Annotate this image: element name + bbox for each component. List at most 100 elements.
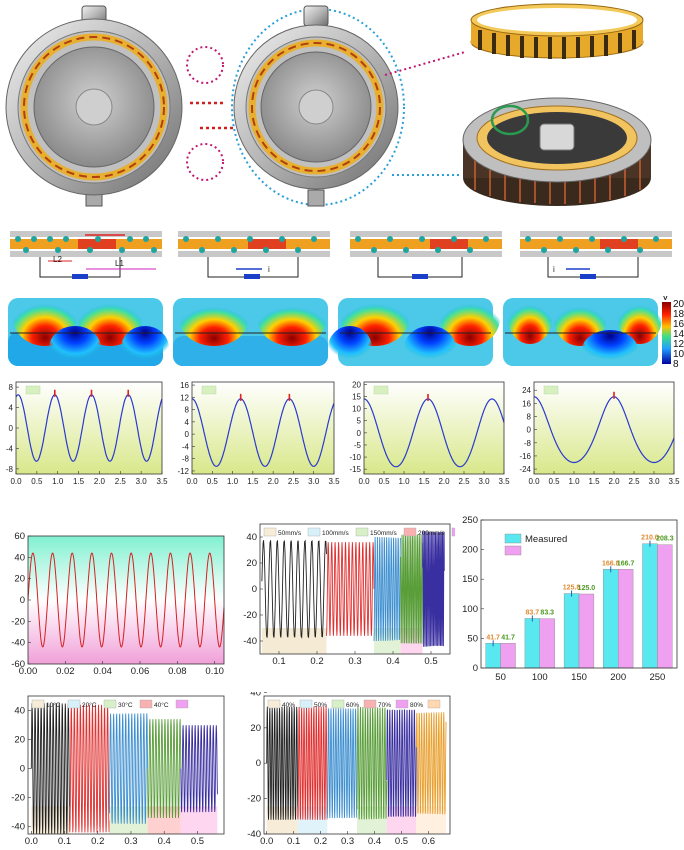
legend-label: 60% <box>346 702 359 709</box>
series-line <box>363 398 505 468</box>
legend-label: 200mm/s <box>418 530 445 537</box>
legend-label: 80% <box>410 702 423 709</box>
label-current-i: i <box>268 265 270 274</box>
y-tick-label: 16 <box>522 399 531 408</box>
legend-swatch <box>201 385 217 395</box>
y-tick-label: 20 <box>14 574 25 585</box>
y-tick-label: -20 <box>11 793 25 804</box>
x-tick-label: 0.5 <box>378 477 390 486</box>
plot-background <box>534 382 674 474</box>
bar <box>642 543 658 669</box>
x-tick-label: 0.6 <box>422 836 435 847</box>
x-tick-label: 1.5 <box>73 477 85 486</box>
y-tick-label: 0 <box>20 764 25 775</box>
bar-value-label: 41.7 <box>486 634 500 641</box>
y-tick-label: -4 <box>182 442 190 451</box>
y-tick-label: 40 <box>14 552 25 563</box>
device-top-view-right <box>231 5 405 207</box>
legend-swatch <box>504 545 522 556</box>
legend-swatch <box>139 699 153 709</box>
x-tick-label: 0.2 <box>91 836 104 847</box>
y-tick-label: 8 <box>527 413 532 422</box>
legend-swatch <box>307 527 321 537</box>
x-tick-label: 1.0 <box>52 477 64 486</box>
x-tick-label: 0.5 <box>31 477 43 486</box>
field-region-circle <box>186 143 224 181</box>
y-tick-label: 0 <box>20 595 25 606</box>
x-tick-label: 0.10 <box>205 666 224 677</box>
y-tick-label: 8 <box>9 383 14 392</box>
potential-field-row: V 20 18 16 14 12 10 8 <box>8 296 684 368</box>
x-tick-label: 0.2 <box>314 836 327 847</box>
y-tick-label: 20 <box>14 735 25 746</box>
bar <box>578 593 595 669</box>
label-L2: L2 <box>53 255 62 264</box>
x-tick-label: 0.5 <box>424 656 437 667</box>
bar-value-label: 83.3 <box>540 610 554 617</box>
field-region-circle <box>186 46 224 84</box>
x-tick-label: 0.1 <box>287 836 300 847</box>
y-tick-label: 0 <box>357 429 362 438</box>
label-current-i: i <box>553 265 555 274</box>
y-tick-label: 4 <box>185 418 190 427</box>
x-tick-label: 3.0 <box>648 477 660 486</box>
y-tick-label: 15 <box>352 393 361 402</box>
y-tick-label: -20 <box>243 610 257 621</box>
legend-label: 40°C <box>154 701 169 709</box>
chart-measured-4: 10°C 20°C 30°C 40°C 40 20 0 -20 -400.0 0.1 0.2 0.3 0… <box>11 695 225 847</box>
x-tick-label: 0.04 <box>93 666 112 677</box>
chart-measured-2: 50mm/s 100mm/s 150mm/s 200mm/s 40 20 0 -20 -40 0.… <box>243 523 455 667</box>
series-line <box>192 398 335 467</box>
y-tick-label: -20 <box>247 794 261 805</box>
legend-label: 30°C <box>118 701 133 709</box>
x-tick-label: 0.3 <box>348 656 361 667</box>
x-tick-label: 2.0 <box>438 477 450 486</box>
legend-swatch <box>451 527 455 537</box>
x-tick-label: 2.0 <box>94 477 106 486</box>
series-line <box>356 706 388 820</box>
bar-value-label: 125.0 <box>578 585 596 592</box>
y-tick-label: 60 <box>14 531 25 542</box>
plot-frame <box>533 381 675 475</box>
field-colorbar: V 20 18 16 14 12 10 8 <box>662 296 684 368</box>
x-tick-label: 0.5 <box>191 836 204 847</box>
plot-frame <box>363 381 505 475</box>
legend-label: 100mm/s <box>322 530 349 537</box>
y-tick-label: -60 <box>11 659 25 670</box>
y-tick-label: -8 <box>6 465 14 474</box>
legend-label: 150mm/s <box>370 530 397 537</box>
x-tick-label: 0.4 <box>368 836 381 847</box>
series-line <box>180 725 218 813</box>
y-tick-label: 0 <box>473 663 478 674</box>
x-tick-label: 0.0 <box>528 477 540 486</box>
legend-swatch <box>103 699 117 709</box>
x-tick-label: 3.0 <box>136 477 148 486</box>
series-line <box>386 708 417 818</box>
x-tick-label: 0.06 <box>131 666 150 677</box>
y-tick-label: 0 <box>527 426 532 435</box>
y-tick-label: -8 <box>182 455 190 464</box>
x-tick-label: 3.5 <box>156 477 168 486</box>
coil-schematic-row: L2 L1 i i <box>10 231 672 279</box>
schematic-state-4: i <box>520 231 672 279</box>
device-illustration-row <box>5 3 652 207</box>
x-tick-label: 150 <box>571 672 587 683</box>
x-tick-label: 0.5 <box>207 477 219 486</box>
series-line <box>400 534 424 644</box>
series-line <box>326 708 358 819</box>
series-line <box>373 536 402 642</box>
x-tick-label: 0.02 <box>56 666 75 677</box>
x-tick-label: 0.1 <box>272 656 285 667</box>
y-tick-label: 40 <box>250 692 261 698</box>
plot-frame <box>480 519 678 669</box>
series-line <box>261 539 327 639</box>
y-tick-label: -10 <box>349 453 361 462</box>
legend-label: 10°C <box>46 701 61 709</box>
y-tick-label: -40 <box>243 636 257 647</box>
legend-swatch <box>355 527 369 537</box>
bar-value-label: 125.8 <box>563 585 581 592</box>
y-tick-label: 200 <box>462 545 478 556</box>
y-tick-label: -20 <box>11 616 25 627</box>
y-tick-label: 150 <box>462 574 478 585</box>
chart-sim-1: 8 4 0 -4 -8 0.0 0.5 1.0 1.5 2.0 2.5 3.0 3.5 <box>6 381 168 486</box>
